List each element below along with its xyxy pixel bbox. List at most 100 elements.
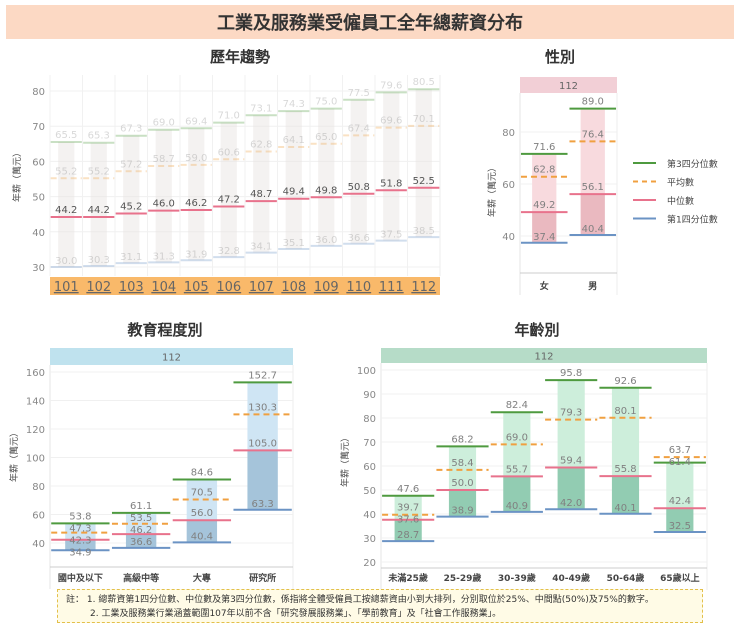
category-label[interactable]: 110 (346, 280, 371, 295)
mean-value-label: 55.2 (55, 166, 77, 177)
category-label[interactable]: 105 (184, 280, 209, 295)
y-tick-label: 90 (363, 390, 376, 401)
median-value-label: 44.2 (55, 205, 77, 216)
bar-lower-q1-median (580, 194, 605, 235)
q3-value-label: 84.6 (191, 467, 213, 478)
q3-value-label: 152.7 (248, 370, 277, 381)
y-tick-label: 120 (26, 425, 45, 436)
category-group: 68.2 58.4 50.0 38.9 25-29歲 (436, 434, 489, 584)
median-value-label: 46.2 (185, 198, 207, 209)
q1-value-label: 35.1 (283, 238, 305, 249)
q1-value-label: 40.4 (191, 531, 213, 542)
q3-value-label: 69.0 (153, 118, 175, 129)
facet-strip (381, 348, 707, 363)
bar-lower-q1-median (285, 198, 302, 250)
mean-value-label: 62.8 (533, 165, 555, 176)
mean-value-label: 76.4 (582, 129, 604, 140)
bar-upper-median-q3 (350, 99, 367, 194)
category-group: 67.3 57.2 45.2 31.1 103 (114, 75, 147, 295)
category-label[interactable]: 101 (54, 280, 79, 295)
y-tick-label: 140 (26, 397, 45, 408)
q1-value-label: 37.4 (533, 232, 555, 243)
mean-value-label: 69.6 (380, 116, 402, 127)
category-group: 69.0 58.7 46.0 31.3 104 (147, 75, 180, 295)
category-label[interactable]: 106 (216, 280, 241, 295)
mean-value-label: 80.1 (614, 406, 636, 417)
median-value-label: 56.1 (582, 182, 604, 193)
bar-lower-q1-median (383, 190, 400, 241)
y-tick-label: 80 (32, 87, 45, 98)
category-label[interactable]: 104 (151, 280, 176, 295)
q1-value-label: 30.3 (88, 255, 110, 266)
y-axis-label: 年薪（萬元） (486, 163, 498, 217)
mean-value-label: 58.4 (451, 458, 473, 469)
y-axis-label: 年薪（萬元） (8, 428, 20, 482)
y-tick-label: 30 (32, 263, 45, 274)
category-label: 國中及以下 (58, 572, 103, 584)
category-group: 61.153.546.236.6 高級中等 (111, 501, 171, 584)
legend-label: 平均數 (667, 177, 694, 189)
mean-value-label: 47.3 (69, 523, 91, 534)
q1-value-label: 40.1 (614, 503, 636, 514)
category-group: 65.5 55.2 44.2 30.0 101 (49, 75, 82, 295)
category-group: 47.6 39.737.6 28.7 未滿25歲 (382, 484, 435, 584)
q3-value-label: 77.5 (348, 88, 370, 99)
y-tick-label: 80 (502, 128, 515, 139)
q1-value-label: 38.5 (413, 226, 435, 237)
category-group: 152.7 130.3 105.0 63.3 研究所 (233, 370, 292, 584)
q1-value-label: 63.3 (251, 499, 273, 510)
mean-value-label: 69.0 (506, 432, 528, 443)
category-label[interactable]: 109 (314, 280, 339, 295)
q3-value-label: 65.5 (55, 130, 77, 141)
q3-value-label: 71.0 (218, 111, 240, 122)
category-label[interactable]: 107 (249, 280, 274, 295)
bar-lower-q1-median (532, 212, 557, 243)
y-tick-label: 80 (32, 482, 45, 493)
footnote-line-1: 註： 1. 總薪資第1四分位數、中位數及第3四分位數，係指將全體受僱員工按總薪資… (66, 593, 694, 607)
bar-upper-median-q3 (186, 479, 218, 521)
q3-value-label: 82.4 (506, 400, 528, 411)
median-value-label: 50.0 (451, 478, 473, 489)
q1-value-label: 34.1 (250, 242, 272, 253)
chart-title: 歷年趨勢 (210, 48, 270, 66)
median-value-label: 49.8 (315, 185, 337, 196)
median-value-label: 49.4 (283, 187, 305, 198)
facet-label: 112 (534, 352, 553, 363)
chart-3: 年齡別年薪（萬元）112203040506070809010047.639.73… (339, 321, 708, 590)
mean-value-label: 62.8 (250, 140, 272, 151)
category-label[interactable]: 102 (86, 280, 111, 295)
category-label: 研究所 (249, 572, 276, 584)
category-label: 50-64歲 (607, 572, 645, 584)
category-group: 77.5 67.4 50.8 36.6 110 (342, 75, 375, 295)
bar-upper-median-q3 (125, 512, 157, 535)
q3-value-label: 61.4 (669, 457, 691, 468)
mean-value-label: 70.5 (191, 488, 213, 499)
bar-upper-median-q3 (448, 446, 477, 490)
q1-value-label: 37.5 (380, 230, 402, 241)
median-value-label: 45.2 (120, 201, 142, 212)
facet-strip (520, 77, 617, 93)
mean-value-label: 58.7 (153, 154, 175, 165)
q1-value-label: 31.3 (153, 251, 175, 262)
category-group: 71.0 60.6 47.2 32.8 106 (212, 75, 245, 295)
category-group: 82.4 69.0 55.7 40.9 30-39歲 (490, 400, 543, 584)
bar-upper-median-q3 (123, 135, 140, 214)
bar-lower-q1-median (155, 210, 172, 263)
mean-value-label: 63.7 (669, 445, 691, 456)
category-label[interactable]: 108 (281, 280, 306, 295)
y-tick-label: 40 (502, 232, 515, 243)
y-tick-label: 80 (363, 414, 376, 425)
bar-upper-median-q3 (415, 89, 432, 188)
bar-lower-q1-median (448, 490, 477, 517)
category-label[interactable]: 103 (119, 280, 144, 295)
category-label[interactable]: 112 (411, 280, 436, 295)
category-label[interactable]: 111 (379, 280, 404, 295)
q3-value-label: 53.8 (69, 511, 91, 522)
y-tick-label: 70 (32, 122, 45, 133)
y-tick-label: 60 (32, 157, 45, 168)
category-label: 30-39歲 (498, 572, 536, 584)
category-label: 65歲以上 (660, 572, 700, 584)
bar-upper-median-q3 (90, 142, 107, 218)
bar-upper-median-q3 (394, 495, 422, 520)
